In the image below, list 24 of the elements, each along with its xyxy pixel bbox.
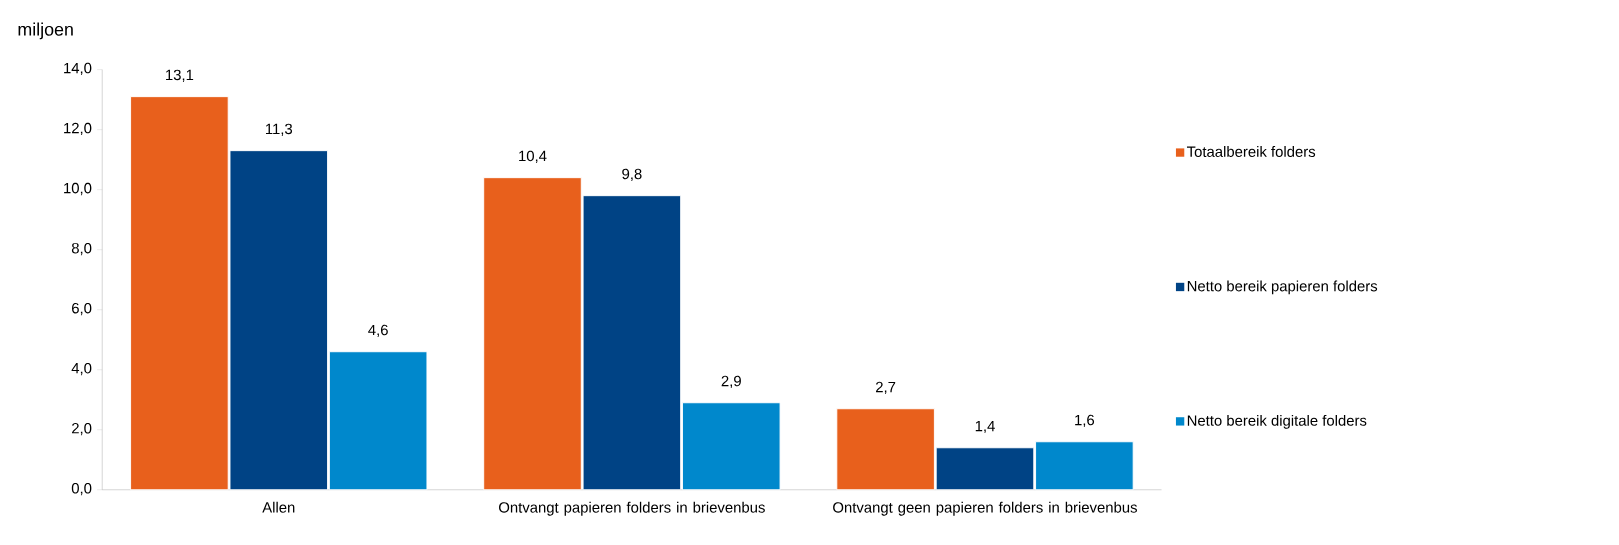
- legend-label: Netto bereik papieren folders: [1187, 280, 1378, 295]
- data-label: 11,3: [265, 123, 293, 137]
- data-label: 9,8: [622, 168, 642, 182]
- y-tick-label: 0,0: [71, 483, 92, 496]
- y-tick-label: 2,0: [72, 423, 92, 436]
- data-label: 2,7: [876, 381, 896, 395]
- legend-label: Netto bereik digitale folders: [1187, 415, 1367, 429]
- y-tick-label: 10,0: [64, 183, 92, 196]
- data-label: 2,9: [721, 375, 741, 389]
- legend-label: Totaalbereik folders: [1186, 146, 1316, 158]
- x-tick-label: Ontvangt geen papieren folders in brievenbus: [833, 502, 1137, 516]
- x-tick-label: Allen: [262, 502, 295, 513]
- data-label: 13,1: [166, 69, 194, 83]
- data-label: 10,4: [519, 150, 547, 164]
- y-tick-label: 4,0: [71, 363, 92, 376]
- data-label: 4,6: [368, 324, 388, 338]
- y-tick-label: 12,0: [64, 123, 92, 136]
- data-label: 1,4: [975, 421, 995, 434]
- x-tick-label: Ontvangt papieren folders in brievenbus: [499, 502, 765, 516]
- data-label: 1,6: [1075, 415, 1095, 428]
- y-tick-label: 8,0: [71, 243, 92, 256]
- y-tick-label: 14,0: [64, 63, 92, 76]
- y-tick-label: 6,0: [72, 303, 92, 316]
- y-axis-title: miljoen: [18, 22, 73, 40]
